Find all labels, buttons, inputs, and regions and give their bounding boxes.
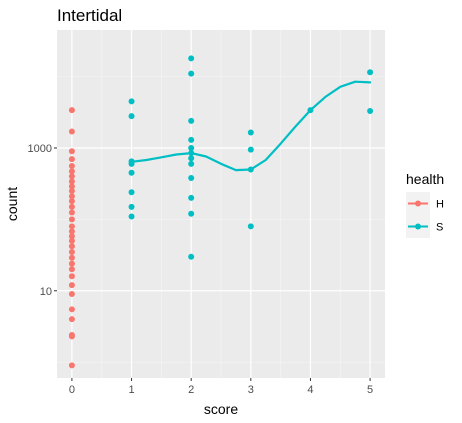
data-point-S bbox=[188, 55, 195, 62]
legend-label: S bbox=[436, 222, 443, 234]
data-point-S bbox=[188, 210, 195, 217]
data-point-S bbox=[188, 253, 195, 260]
data-point-H bbox=[68, 187, 75, 194]
data-point-H bbox=[68, 148, 75, 155]
data-point-H bbox=[68, 183, 75, 190]
data-point-H bbox=[68, 333, 75, 340]
legend-title: health bbox=[406, 171, 444, 187]
data-point-H bbox=[68, 228, 75, 235]
data-point-S bbox=[188, 150, 195, 157]
data-point-S bbox=[188, 145, 195, 152]
data-point-H bbox=[68, 173, 75, 180]
data-point-H bbox=[68, 162, 75, 169]
x-tick-label: 1 bbox=[128, 384, 134, 396]
data-point-S bbox=[128, 203, 135, 210]
data-point-H bbox=[68, 243, 75, 250]
y-tick-label: 10 bbox=[40, 286, 52, 298]
data-point-H bbox=[68, 223, 75, 230]
x-tick-label: 0 bbox=[69, 384, 75, 396]
chart-title: Intertidal bbox=[57, 6, 122, 25]
legend-entries: HS bbox=[406, 192, 444, 238]
legend-label: H bbox=[436, 199, 444, 211]
x-tick-label: 5 bbox=[367, 384, 373, 396]
data-point-H bbox=[68, 260, 75, 267]
data-point-S bbox=[367, 107, 374, 114]
data-point-H bbox=[68, 306, 75, 313]
data-point-H bbox=[68, 362, 75, 369]
data-point-H bbox=[68, 156, 75, 163]
data-point-S bbox=[367, 69, 374, 76]
data-point-H bbox=[68, 291, 75, 298]
data-point-H bbox=[68, 254, 75, 261]
data-point-S bbox=[128, 169, 135, 176]
data-point-H bbox=[68, 209, 75, 216]
data-points bbox=[68, 55, 374, 369]
data-point-S bbox=[128, 98, 135, 105]
minor-gridlines bbox=[57, 30, 385, 378]
data-point-H bbox=[68, 248, 75, 255]
data-point-S bbox=[188, 175, 195, 182]
data-point-S bbox=[188, 117, 195, 124]
data-point-S bbox=[307, 107, 314, 114]
data-point-S bbox=[247, 223, 254, 230]
data-point-S bbox=[188, 160, 195, 167]
data-point-H bbox=[68, 282, 75, 289]
data-point-H bbox=[68, 216, 75, 223]
data-point-S bbox=[188, 136, 195, 143]
data-point-H bbox=[68, 233, 75, 240]
data-point-H bbox=[68, 273, 75, 280]
x-tick-label: 4 bbox=[307, 384, 313, 396]
data-point-S bbox=[128, 213, 135, 220]
legend-key-point bbox=[415, 223, 421, 230]
data-point-H bbox=[68, 203, 75, 210]
data-point-S bbox=[128, 113, 135, 120]
y-axis-title: count bbox=[4, 187, 20, 221]
x-tick-label: 3 bbox=[248, 384, 254, 396]
data-point-H bbox=[68, 198, 75, 205]
data-point-S bbox=[247, 166, 254, 173]
data-point-H bbox=[68, 128, 75, 135]
legend: health HS bbox=[406, 171, 444, 238]
data-point-H bbox=[68, 168, 75, 175]
x-axis-title: score bbox=[204, 401, 238, 417]
data-point-S bbox=[188, 70, 195, 77]
data-point-S bbox=[128, 189, 135, 196]
data-point-S bbox=[128, 160, 135, 167]
data-point-S bbox=[188, 194, 195, 201]
legend-key-point bbox=[415, 200, 421, 207]
data-point-H bbox=[68, 237, 75, 244]
data-point-H bbox=[68, 107, 75, 114]
data-point-H bbox=[68, 266, 75, 273]
x-axis: 0 1 2 3 4 5 bbox=[69, 378, 373, 396]
data-point-H bbox=[68, 193, 75, 200]
x-tick-label: 2 bbox=[188, 384, 194, 396]
y-axis: 10 1000 bbox=[28, 143, 57, 298]
data-point-H bbox=[68, 178, 75, 185]
data-point-S bbox=[188, 155, 195, 162]
data-point-S bbox=[247, 146, 254, 153]
data-point-H bbox=[68, 316, 75, 323]
data-point-S bbox=[247, 129, 254, 136]
y-tick-label: 1000 bbox=[28, 143, 52, 155]
